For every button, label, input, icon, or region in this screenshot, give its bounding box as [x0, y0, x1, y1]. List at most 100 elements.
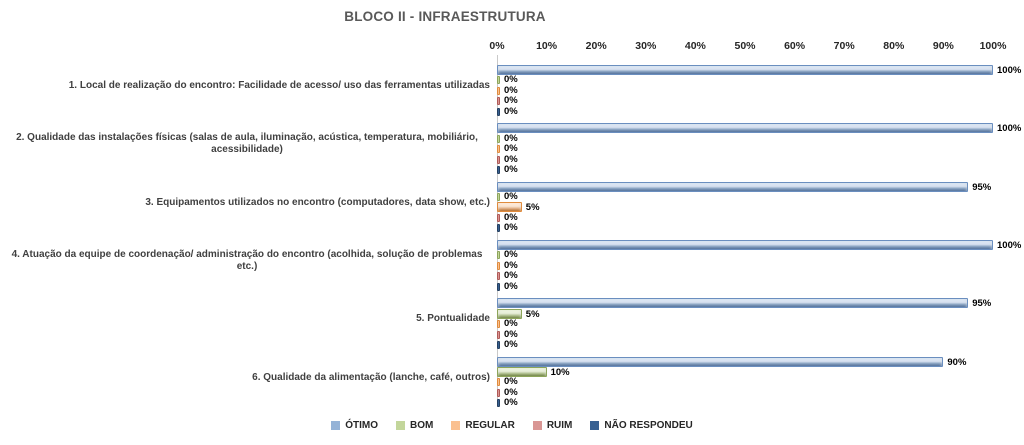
legend-item-bom: BOM — [396, 420, 433, 431]
value-label-ruim: 0% — [504, 386, 518, 398]
bar-ruim — [497, 97, 500, 106]
legend-label-nao-respondeu: NÃO RESPONDEU — [604, 420, 693, 431]
value-label-ruim: 0% — [504, 153, 518, 165]
value-label-nao-respondeu: 0% — [504, 222, 518, 234]
bar-regular — [497, 145, 500, 154]
legend-label-bom: BOM — [410, 420, 434, 431]
value-label-nao-respondeu: 0% — [504, 163, 518, 175]
value-label-otimo: 95% — [972, 298, 992, 310]
x-tick-label: 90% — [932, 40, 954, 52]
value-label-ruim: 0% — [504, 270, 518, 282]
legend-label-regular: REGULAR — [465, 420, 515, 431]
value-label-bom: 5% — [525, 308, 540, 320]
x-tick-label: 40% — [684, 40, 706, 52]
value-label-nao-respondeu: 0% — [504, 280, 518, 292]
x-tick-label: 80% — [883, 40, 905, 52]
chart-title: BLOCO II - INFRAESTRUTURA — [344, 9, 546, 24]
x-tick-label: 0% — [489, 40, 505, 52]
legend-item-nao-respondeu: NÃO RESPONDEU — [590, 420, 693, 431]
value-label-regular: 0% — [504, 84, 518, 96]
bar-otimo — [497, 181, 969, 192]
bar-regular — [497, 86, 500, 95]
legend-swatch-ruim — [532, 421, 542, 430]
value-label-otimo: 100% — [997, 123, 1022, 135]
x-tick-label: 20% — [585, 40, 607, 52]
legend-label-otimo: ÓTIMO — [345, 420, 379, 431]
value-label-otimo: 100% — [997, 240, 1022, 251]
legend-swatch-regular — [451, 421, 461, 430]
value-label-ruim: 0% — [504, 328, 518, 340]
value-label-regular: 0% — [504, 376, 518, 388]
bar-otimo — [497, 123, 993, 134]
x-tick-label: 60% — [784, 40, 806, 52]
bar-bom — [497, 76, 500, 85]
value-label-ruim: 0% — [504, 95, 518, 107]
legend-swatch-otimo — [331, 421, 341, 430]
x-tick-label: 70% — [833, 40, 855, 52]
bar-nao-respondeu — [497, 107, 500, 116]
value-label-nao-respondeu: 0% — [504, 397, 518, 409]
value-label-ruim: 0% — [504, 211, 518, 223]
bar-bom — [497, 367, 547, 378]
value-label-regular: 0% — [504, 143, 518, 155]
bar-otimo — [497, 356, 944, 367]
category-label: 3. Equipamentos utilizados no encontro (… — [4, 174, 490, 232]
value-label-bom: 10% — [550, 367, 570, 379]
legend-swatch-bom — [396, 421, 406, 430]
value-label-otimo: 95% — [972, 181, 992, 193]
category-label-text: 6. Qualidade da alimentação (lanche, caf… — [252, 371, 490, 383]
value-label-regular: 5% — [525, 202, 540, 214]
bar-bom — [497, 251, 500, 260]
bar-ruim — [497, 155, 500, 164]
legend-item-ruim: RUIM — [532, 420, 573, 431]
value-label-nao-respondeu: 0% — [504, 338, 518, 350]
legend-item-regular: REGULAR — [451, 420, 515, 431]
value-label-otimo: 90% — [947, 356, 967, 368]
legend: ÓTIMO BOM REGULAR RUIM NÃO RESPONDEU — [0, 420, 1024, 431]
legend-item-otimo: ÓTIMO — [331, 420, 378, 431]
value-label-bom: 0% — [504, 132, 518, 144]
category-label-text: 5. Pontualidade — [416, 313, 490, 325]
value-label-regular: 0% — [504, 259, 518, 271]
value-label-bom: 0% — [504, 249, 518, 261]
bar-nao-respondeu — [497, 340, 500, 349]
bar-regular — [497, 261, 500, 270]
x-tick-label: 10% — [536, 40, 558, 52]
value-label-regular: 0% — [504, 318, 518, 330]
bar-bom — [497, 193, 500, 202]
x-tick-label: 100% — [979, 40, 1007, 52]
bar-bom — [497, 134, 500, 143]
bar-otimo — [497, 298, 969, 309]
category-label-text: 4. Atuação da equipe de coordenação/ adm… — [11, 248, 483, 273]
value-label-bom: 0% — [504, 191, 518, 203]
bar-ruim — [497, 330, 500, 339]
category-label-text: 1. Local de realização do encontro: Faci… — [68, 79, 490, 91]
bar-regular — [497, 378, 500, 387]
bar-nao-respondeu — [497, 224, 500, 233]
x-tick-label: 30% — [635, 40, 657, 52]
legend-swatch-nao-respondeu — [590, 421, 600, 430]
bar-otimo — [497, 65, 993, 75]
bar-nao-respondeu — [497, 282, 500, 291]
bar-regular — [497, 320, 500, 329]
bar-ruim — [497, 213, 500, 222]
value-label-bom: 0% — [504, 74, 518, 86]
bar-ruim — [497, 388, 500, 397]
category-label: 5. Pontualidade — [4, 290, 490, 348]
bar-ruim — [497, 272, 500, 281]
value-label-otimo: 100% — [997, 65, 1022, 76]
category-label: 2. Qualidade das instalações físicas (sa… — [4, 115, 490, 173]
value-label-nao-respondeu: 0% — [504, 105, 518, 117]
category-label-text: 3. Equipamentos utilizados no encontro (… — [145, 196, 490, 208]
bar-nao-respondeu — [497, 165, 500, 174]
bar-bom — [497, 308, 522, 319]
bar-otimo — [497, 240, 993, 250]
x-tick-label: 50% — [734, 40, 756, 52]
category-label-text: 2. Qualidade das instalações físicas (sa… — [16, 131, 478, 156]
legend-label-ruim: RUIM — [546, 420, 573, 431]
bar-nao-respondeu — [497, 399, 500, 408]
category-label: 1. Local de realização do encontro: Faci… — [4, 57, 490, 115]
bar-regular — [497, 202, 522, 213]
category-label: 6. Qualidade da alimentação (lanche, caf… — [4, 349, 490, 407]
